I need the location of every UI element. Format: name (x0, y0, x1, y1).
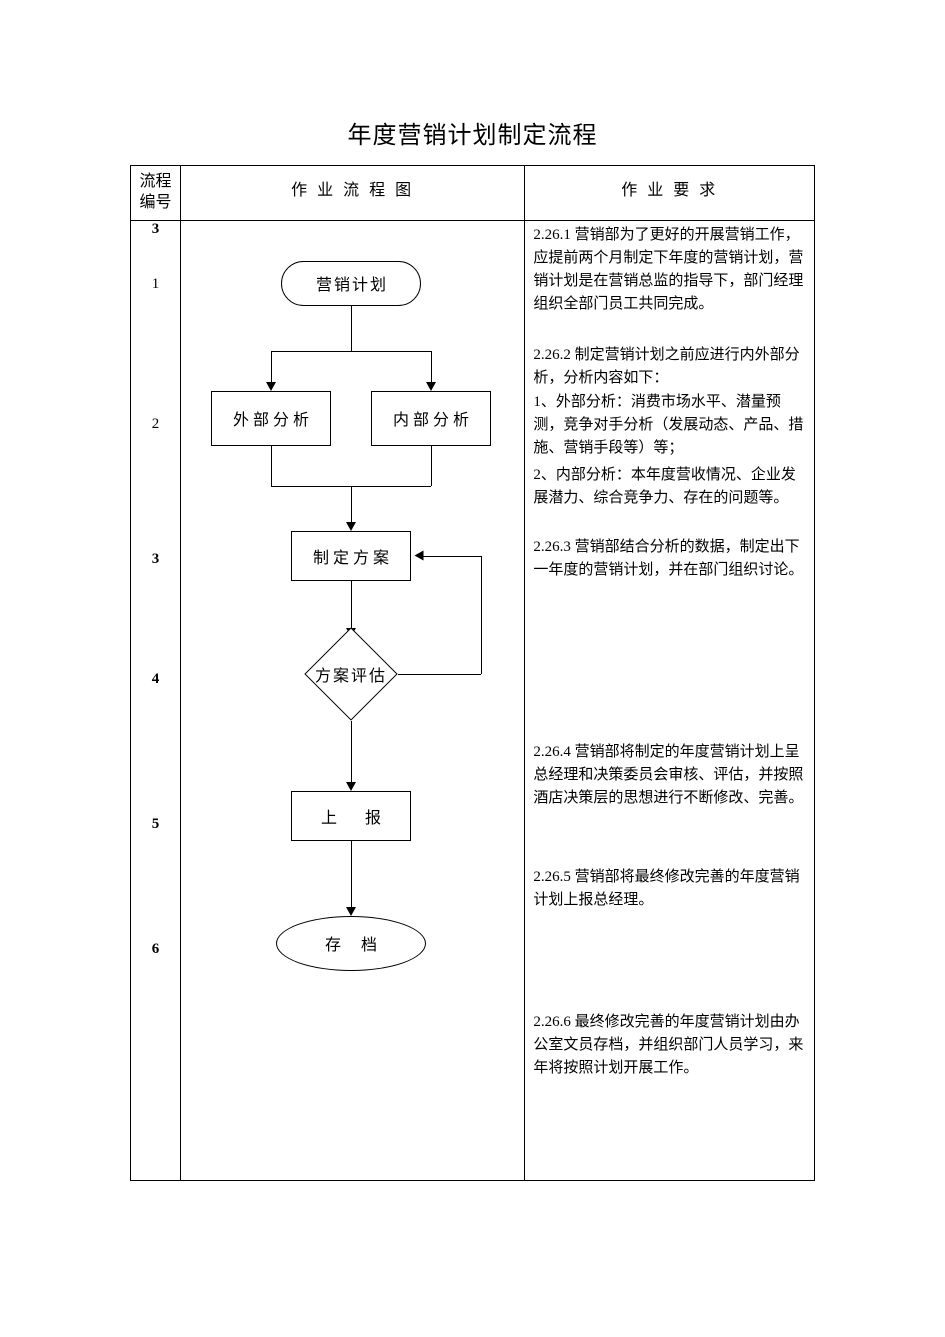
req-2-26-5: 2.26.5 营销部将最终修改完善的年度营销计划上报总经理。 (533, 866, 806, 913)
arrow-to-archive (346, 907, 356, 916)
arrow-to-plan (346, 522, 356, 531)
edge-start-down (351, 306, 352, 351)
step-number-6: 6 (131, 941, 180, 958)
edge-eval-down (351, 721, 352, 783)
col-header-number: 流程 编号 (131, 166, 181, 221)
arrow-to-report (346, 782, 356, 791)
table-body-row: 1 2 3 3 4 5 6 营销计划 外部分析 (131, 220, 815, 1180)
edge-merge-down (351, 486, 352, 523)
step-number-3: 3 (131, 221, 180, 238)
arrow-to-int (426, 382, 436, 391)
edge-feedback-h2 (419, 556, 481, 557)
page-title: 年度营销计划制定流程 (0, 115, 945, 150)
node-plan-label: 制定方案 (313, 544, 393, 568)
edge-ext-down (271, 446, 272, 486)
req-2-26-4: 2.26.4 营销部将制定的年度营销计划上呈总经理和决策委员会审核、评估，并按照… (533, 741, 806, 811)
requirements-cell: 2.26.1 营销部为了更好的开展营销工作，应提前两个月制定下年度的营销计划，营… (525, 220, 815, 1180)
req-2-26-2-item2: 2、内部分析：本年度营收情况、企业发展潜力、综合竞争力、存在的问题等。 (533, 464, 806, 511)
node-int-label: 内部分析 (393, 406, 473, 430)
node-report: 上 报 (291, 791, 411, 841)
edge-split-h (271, 351, 431, 352)
num-header-2: 编号 (139, 194, 171, 211)
node-eval-label: 方案评估 (315, 662, 387, 686)
req-2-26-1: 2.26.1 营销部为了更好的开展营销工作，应提前两个月制定下年度的营销计划，营… (533, 224, 806, 317)
node-ext-label: 外部分析 (233, 406, 313, 430)
edge-to-int (431, 351, 432, 383)
node-report-label: 上 报 (321, 804, 393, 828)
node-start: 营销计划 (281, 261, 421, 306)
step-number-3b: 3 (131, 551, 180, 568)
process-table: 流程 编号 作 业 流 程 图 作 业 要 求 1 2 3 3 4 5 6 营销… (130, 165, 815, 1181)
node-internal-analysis: 内部分析 (371, 391, 491, 446)
col-header-requirements: 作 业 要 求 (525, 166, 815, 221)
req-2-26-3: 2.26.3 营销部结合分析的数据，制定出下一年度的营销计划，并在部门组织讨论。 (533, 536, 806, 583)
table-header-row: 流程 编号 作 业 流 程 图 作 业 要 求 (131, 166, 815, 221)
edge-feedback-v (481, 556, 482, 674)
edge-to-ext (271, 351, 272, 383)
arrow-feedback (414, 550, 423, 560)
node-start-label: 营销计划 (316, 271, 388, 295)
step-number-5: 5 (131, 816, 180, 833)
node-external-analysis: 外部分析 (211, 391, 331, 446)
req-2-26-2: 2.26.2 制定营销计划之前应进行内外部分析，分析内容如下： (533, 344, 806, 391)
arrow-to-ext (266, 382, 276, 391)
req-2-26-6: 2.26.6 最终修改完善的年度营销计划由办公室文员存档，并组织部门人员学习，来… (533, 1011, 806, 1081)
edge-int-down (431, 446, 432, 486)
edge-report-down (351, 841, 352, 908)
step-number-2: 2 (131, 416, 180, 433)
req-2-26-2-item1: 1、外部分析：消费市场水平、潜量预测，竞争对手分析（发展动态、产品、措施、营销手… (533, 391, 806, 461)
edge-plan-down (351, 581, 352, 629)
node-archive-label: 存 档 (325, 931, 385, 955)
step-number-1: 1 (131, 276, 180, 293)
node-archive: 存 档 (276, 916, 426, 971)
step-number-4: 4 (131, 671, 180, 688)
num-header-1: 流程 (139, 173, 171, 190)
col-header-flowchart: 作 业 流 程 图 (180, 166, 524, 221)
number-column: 1 2 3 3 4 5 6 (131, 220, 181, 1180)
flowchart-cell: 营销计划 外部分析 内部分析 (180, 220, 524, 1180)
node-evaluate-label-wrap: 方案评估 (291, 641, 411, 707)
node-make-plan: 制定方案 (291, 531, 411, 581)
